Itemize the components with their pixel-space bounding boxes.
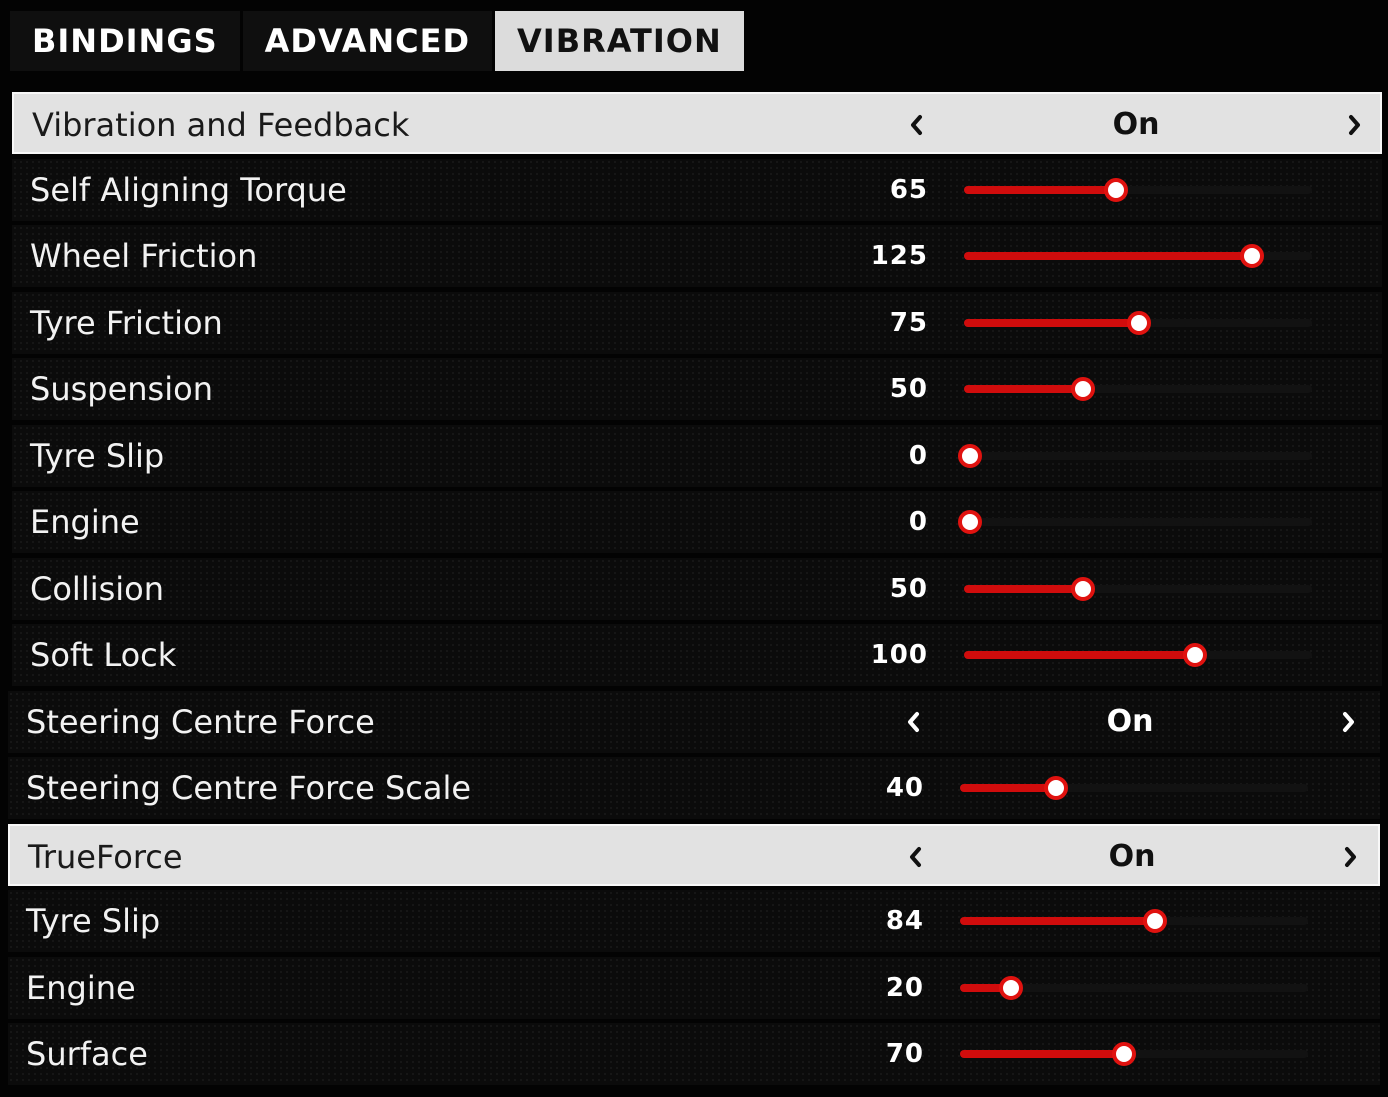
chevron-right-icon[interactable] (1334, 94, 1374, 156)
slider-fill (964, 252, 1252, 260)
setting-row-soft-lock[interactable]: Soft Lock 100 (12, 624, 1382, 686)
setting-label: Tyre Slip (26, 902, 161, 940)
slider-value: 125 (870, 241, 928, 271)
setting-label: Engine (30, 503, 140, 541)
setting-label: Steering Centre Force Scale (26, 769, 472, 807)
slider-value: 100 (870, 640, 928, 670)
slider-track[interactable] (964, 577, 1312, 601)
setting-label: Wheel Friction (30, 237, 258, 275)
setting-row-collision[interactable]: Collision 50 (12, 558, 1382, 620)
slider-value: 65 (889, 175, 928, 205)
setting-row-trueforce[interactable]: TrueForce On (8, 824, 1380, 886)
slider-fill (964, 319, 1139, 327)
setting-label: TrueForce (28, 838, 183, 876)
slider-fill (960, 784, 1056, 792)
setting-row-vibration-and-feedback[interactable]: Vibration and Feedback On (12, 92, 1382, 154)
slider-handle[interactable] (999, 976, 1023, 1000)
slider-track[interactable] (958, 510, 1312, 534)
slider-handle[interactable] (1127, 311, 1151, 335)
slider-handle[interactable] (1183, 643, 1207, 667)
slider-value: 20 (885, 973, 924, 1003)
setting-row-engine[interactable]: Engine 20 (8, 957, 1380, 1019)
slider-fill (960, 984, 1011, 992)
chevron-left-icon[interactable] (894, 691, 934, 753)
chevron-left-icon[interactable] (896, 826, 936, 888)
slider-track[interactable] (964, 178, 1312, 202)
slider-fill (964, 186, 1116, 194)
setting-label: Vibration and Feedback (32, 106, 410, 144)
setting-label: Surface (26, 1035, 148, 1073)
slider-value: 75 (889, 308, 928, 338)
setting-label: Engine (26, 969, 136, 1007)
slider-handle[interactable] (1104, 178, 1128, 202)
slider-track[interactable] (964, 311, 1312, 335)
slider-track[interactable] (958, 444, 1312, 468)
slider-handle[interactable] (1044, 776, 1068, 800)
chevron-right-icon[interactable] (1330, 826, 1370, 888)
setting-label: Self Aligning Torque (30, 171, 347, 209)
toggle-value: On (1112, 107, 1160, 142)
setting-label: Steering Centre Force (26, 703, 375, 741)
setting-row-suspension[interactable]: Suspension 50 (12, 358, 1382, 420)
tab-bindings[interactable]: BINDINGS (10, 11, 240, 71)
slider-value: 50 (889, 374, 928, 404)
slider-track[interactable] (964, 244, 1312, 268)
toggle-value: On (1108, 839, 1156, 874)
slider-track[interactable] (964, 377, 1312, 401)
slider-fill (964, 585, 1083, 593)
setting-row-steering-centre-force-scale[interactable]: Steering Centre Force Scale 40 (8, 757, 1380, 819)
slider-value: 50 (889, 574, 928, 604)
setting-row-tyre-friction[interactable]: Tyre Friction 75 (12, 292, 1382, 354)
chevron-left-icon[interactable] (897, 94, 937, 156)
setting-label: Tyre Friction (30, 304, 223, 342)
setting-label: Collision (30, 570, 165, 608)
slider-value: 70 (885, 1039, 924, 1069)
slider-handle[interactable] (1143, 909, 1167, 933)
slider-fill (960, 917, 1155, 925)
setting-row-self-aligning-torque[interactable]: Self Aligning Torque 65 (12, 159, 1382, 221)
setting-row-tyre-slip[interactable]: Tyre Slip 0 (12, 425, 1382, 487)
slider-track[interactable] (960, 776, 1308, 800)
setting-label: Tyre Slip (30, 437, 165, 475)
slider-handle[interactable] (1071, 577, 1095, 601)
setting-label: Suspension (30, 370, 213, 408)
setting-row-engine[interactable]: Engine 0 (12, 491, 1382, 553)
chevron-right-icon[interactable] (1328, 691, 1368, 753)
setting-label: Soft Lock (30, 636, 177, 674)
setting-row-surface[interactable]: Surface 70 (8, 1023, 1380, 1085)
slider-track[interactable] (960, 976, 1308, 1000)
slider-fill (960, 1050, 1124, 1058)
slider-track[interactable] (960, 1042, 1308, 1066)
settings-tabs: BINDINGS ADVANCED VIBRATION (10, 11, 747, 71)
setting-row-steering-centre-force[interactable]: Steering Centre Force On (8, 691, 1380, 753)
slider-track[interactable] (960, 909, 1308, 933)
slider-track[interactable] (964, 643, 1312, 667)
slider-handle[interactable] (958, 510, 982, 534)
slider-fill (964, 651, 1195, 659)
slider-value: 84 (885, 906, 924, 936)
slider-handle[interactable] (958, 444, 982, 468)
setting-row-tyre-slip[interactable]: Tyre Slip 84 (8, 890, 1380, 952)
slider-value: 0 (908, 507, 928, 537)
toggle-value: On (1106, 704, 1154, 739)
slider-value: 40 (885, 773, 924, 803)
slider-handle[interactable] (1240, 244, 1264, 268)
tab-advanced[interactable]: ADVANCED (242, 11, 493, 71)
setting-row-wheel-friction[interactable]: Wheel Friction 125 (12, 225, 1382, 287)
slider-handle[interactable] (1112, 1042, 1136, 1066)
slider-handle[interactable] (1071, 377, 1095, 401)
slider-fill (964, 385, 1083, 393)
slider-value: 0 (908, 441, 928, 471)
tab-vibration[interactable]: VIBRATION (495, 11, 744, 71)
